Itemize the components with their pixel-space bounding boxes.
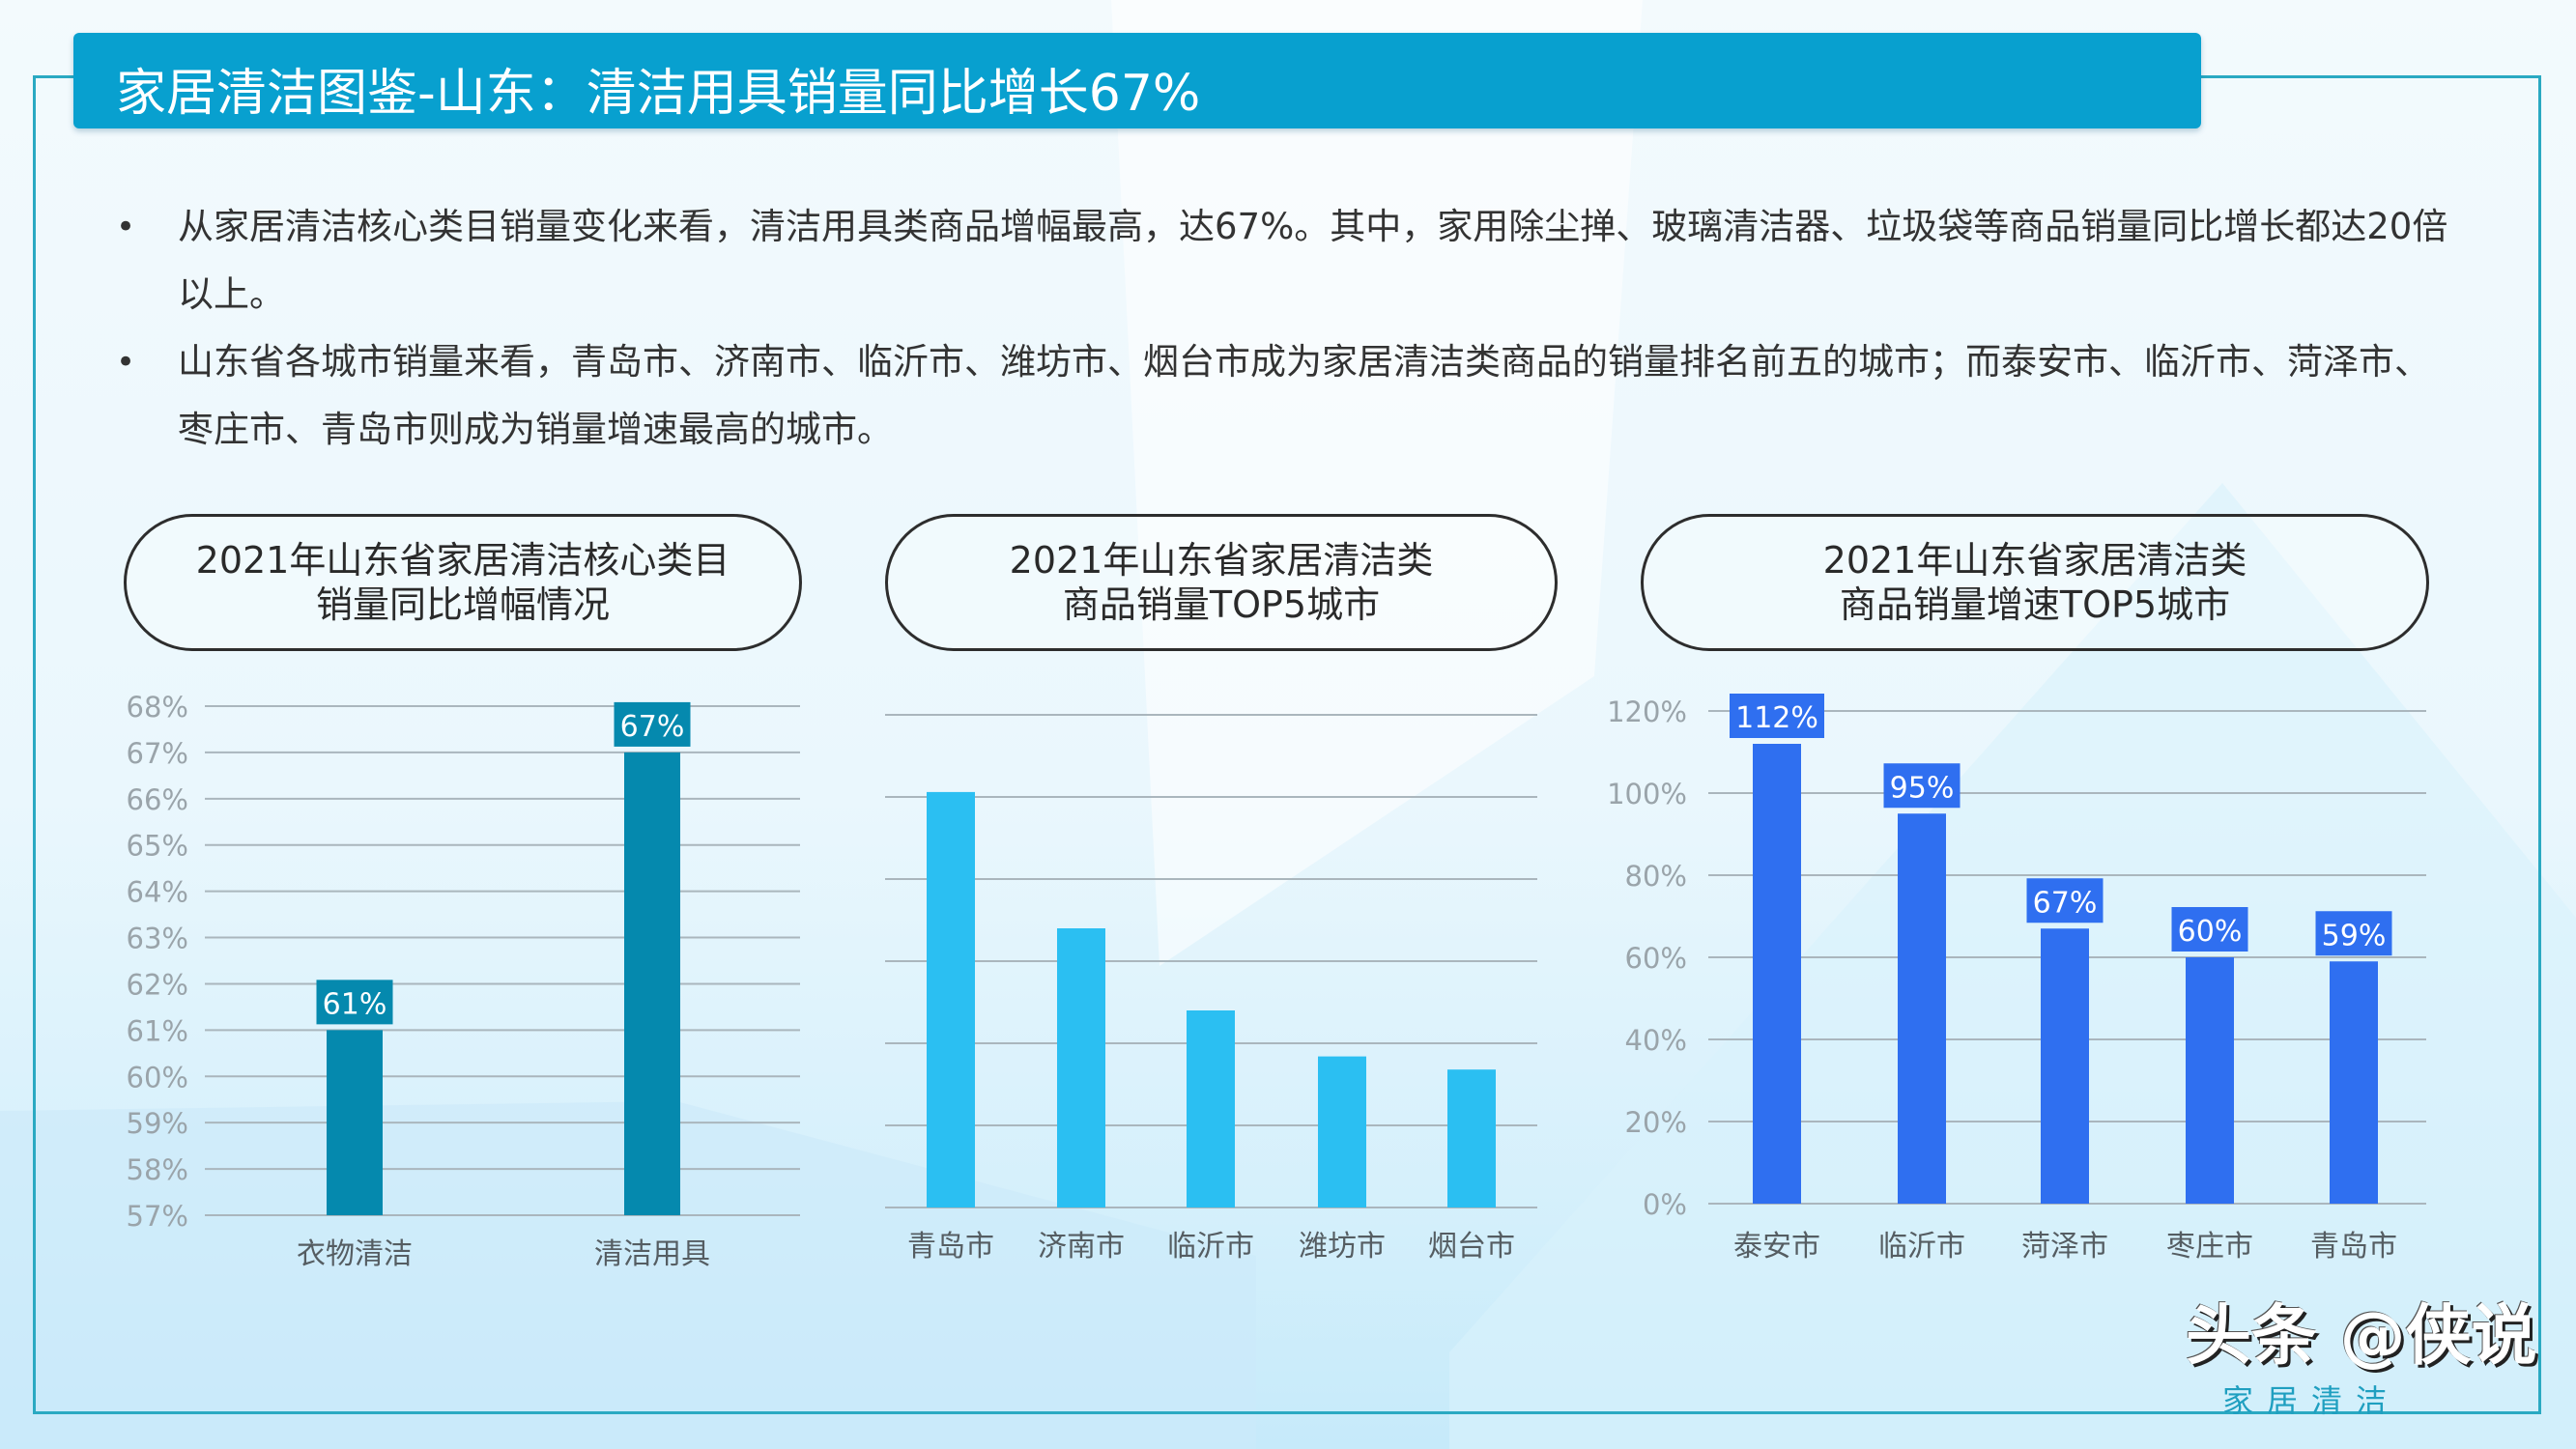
panel-title-line: 2021年山东省家居清洁核心类目 (195, 539, 730, 582)
bullet-item: • 山东省各城市销量来看，青岛市、济南市、临沂市、潍坊市、烟台市成为家居清洁类商… (116, 328, 2454, 464)
watermark-logo: 头条 @侠说 (2186, 1298, 2537, 1375)
watermark-subtitle: 家居清洁 (2222, 1382, 2401, 1419)
panel-title-line: 2021年山东省家居清洁类 (1822, 539, 2247, 582)
panel-title-line: 2021年山东省家居清洁类 (1009, 539, 1434, 582)
panel-title-line: 商品销量增速TOP5城市 (1839, 583, 2231, 626)
panel-title-2: 2021年山东省家居清洁类 商品销量TOP5城市 (885, 514, 1558, 651)
bullet-text: 山东省各城市销量来看，青岛市、济南市、临沂市、潍坊市、烟台市成为家居清洁类商品的… (178, 341, 2430, 450)
panel-title-3: 2021年山东省家居清洁类 商品销量增速TOP5城市 (1641, 514, 2429, 651)
summary-bullets: • 从家居清洁核心类目销量变化来看，清洁用具类商品增幅最高，达67%。其中，家用… (116, 193, 2454, 464)
title-bar: 家居清洁图鉴-山东：清洁用具销量同比增长67% (73, 33, 2201, 128)
panel-title-line: 商品销量TOP5城市 (1062, 583, 1381, 626)
panel-title-1: 2021年山东省家居清洁核心类目 销量同比增幅情况 (124, 514, 802, 651)
bullet-text: 从家居清洁核心类目销量变化来看，清洁用具类商品增幅最高，达67%。其中，家用除尘… (178, 206, 2448, 315)
page-title: 家居清洁图鉴-山东：清洁用具销量同比增长67% (116, 65, 1201, 123)
bullet-dot: • (116, 208, 136, 246)
panel-title-line: 销量同比增幅情况 (315, 583, 610, 626)
bullet-item: • 从家居清洁核心类目销量变化来看，清洁用具类商品增幅最高，达67%。其中，家用… (116, 193, 2454, 328)
bullet-dot: • (116, 343, 136, 382)
